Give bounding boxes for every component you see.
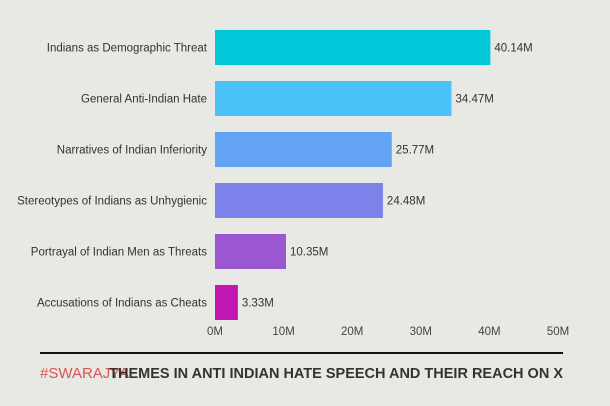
category-label: Accusations of Indians as Cheats xyxy=(37,298,207,310)
x-tick-label: 50M xyxy=(547,326,569,338)
bar xyxy=(215,81,452,116)
x-tick-label: 30M xyxy=(410,326,432,338)
value-label: 24.48M xyxy=(387,196,425,208)
bar xyxy=(215,132,392,167)
x-tick-label: 10M xyxy=(272,326,294,338)
category-label: Indians as Demographic Threat xyxy=(47,43,208,55)
x-tick-label: 20M xyxy=(341,326,363,338)
category-label: Portrayal of Indian Men as Threats xyxy=(31,247,207,259)
value-label: 3.33M xyxy=(242,298,274,310)
value-label: 25.77M xyxy=(396,145,434,157)
value-label: 40.14M xyxy=(494,43,532,55)
chart-title: THEMES IN ANTI INDIAN HATE SPEECH AND TH… xyxy=(109,366,563,382)
category-label: General Anti-Indian Hate xyxy=(81,94,207,106)
value-label: 10.35M xyxy=(290,247,328,259)
bar xyxy=(215,234,287,269)
x-tick-label: 40M xyxy=(478,326,500,338)
category-label: Stereotypes of Indians as Unhygienic xyxy=(17,196,207,208)
bar xyxy=(215,183,383,218)
x-axis-ticks: 0M 10M 20M 30M 40M 50M xyxy=(207,326,569,338)
x-tick-label: 0M xyxy=(207,326,223,338)
brand-logo: #SWARAJYA xyxy=(40,365,129,382)
bar xyxy=(215,30,491,65)
category-label: Narratives of Indian Inferiority xyxy=(57,145,207,157)
bar xyxy=(215,285,238,320)
value-label: 34.47M xyxy=(455,94,493,106)
bars-group: Indians as Demographic Threat 40.14M Gener… xyxy=(17,30,533,320)
